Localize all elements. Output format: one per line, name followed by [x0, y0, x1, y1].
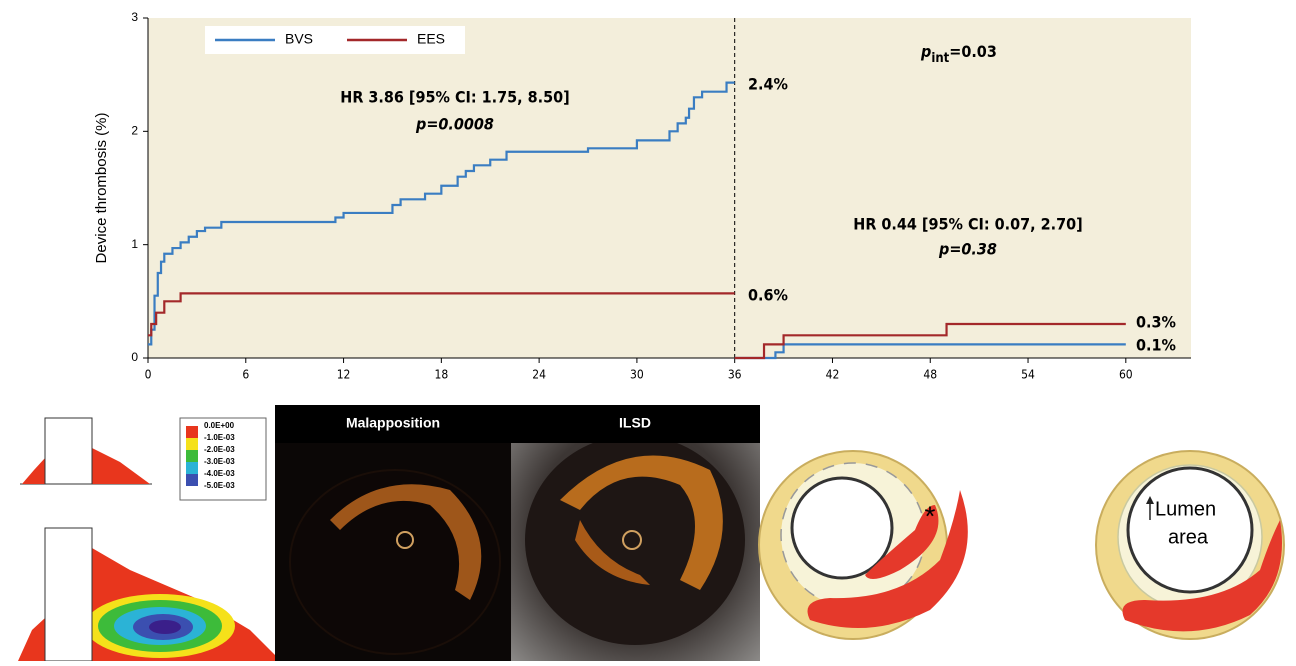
p-interaction-part: =0.03 [949, 42, 997, 61]
x-tick-label: 30 [630, 368, 644, 382]
y-tick-label: 3 [131, 10, 138, 24]
end-label: 0.1% [1136, 336, 1176, 355]
x-tick-label: 36 [728, 368, 742, 382]
oct-title: Malapposition [346, 415, 440, 431]
oct-title: ILSD [619, 415, 651, 431]
lumen-label: area [1168, 526, 1209, 548]
end-label: 2.4% [748, 75, 788, 94]
p-interaction-part: p [920, 42, 931, 61]
annotation: p=0.38 [938, 240, 997, 259]
x-tick-label: 18 [434, 368, 448, 382]
x-tick-label: 42 [826, 368, 840, 382]
lumen-label: Lumen [1155, 498, 1216, 520]
colorbar-label: -5.0E-03 [204, 481, 235, 490]
x-tick-label: 54 [1021, 368, 1035, 382]
colorbar-label: 0.0E+00 [204, 421, 235, 430]
fem-panel [18, 418, 275, 661]
asterisk: * [925, 500, 936, 531]
plot-bg [148, 18, 1191, 358]
x-tick-label: 0 [145, 368, 152, 382]
y-tick-label: 1 [131, 237, 138, 251]
colorbar-label: -3.0E-03 [204, 457, 235, 466]
colorbar-label: -2.0E-03 [204, 445, 235, 454]
end-label: 0.6% [748, 286, 788, 305]
annotation: HR 3.86 [95% CI: 1.75, 8.50] [340, 88, 569, 107]
x-tick-label: 60 [1119, 368, 1133, 382]
x-tick-label: 24 [532, 368, 546, 382]
colorbar-label: -4.0E-03 [204, 469, 235, 478]
y-axis-label: Device thrombosis (%) [93, 113, 110, 264]
end-label: 0.3% [1136, 313, 1176, 332]
x-tick-label: 6 [242, 368, 249, 382]
legend-label: BVS [285, 31, 313, 47]
y-tick-label: 2 [131, 124, 138, 138]
x-tick-label: 48 [923, 368, 937, 382]
annotation: p=0.0008 [415, 115, 494, 134]
figure: 012306121824303642485460Device thrombosi… [0, 0, 1296, 661]
p-interaction-part: int [931, 51, 949, 66]
colorbar-label: -1.0E-03 [204, 433, 235, 442]
y-tick-label: 0 [131, 350, 138, 364]
x-tick-label: 12 [337, 368, 351, 382]
annotation: HR 0.44 [95% CI: 0.07, 2.70] [853, 215, 1082, 234]
legend-label: EES [417, 31, 445, 47]
